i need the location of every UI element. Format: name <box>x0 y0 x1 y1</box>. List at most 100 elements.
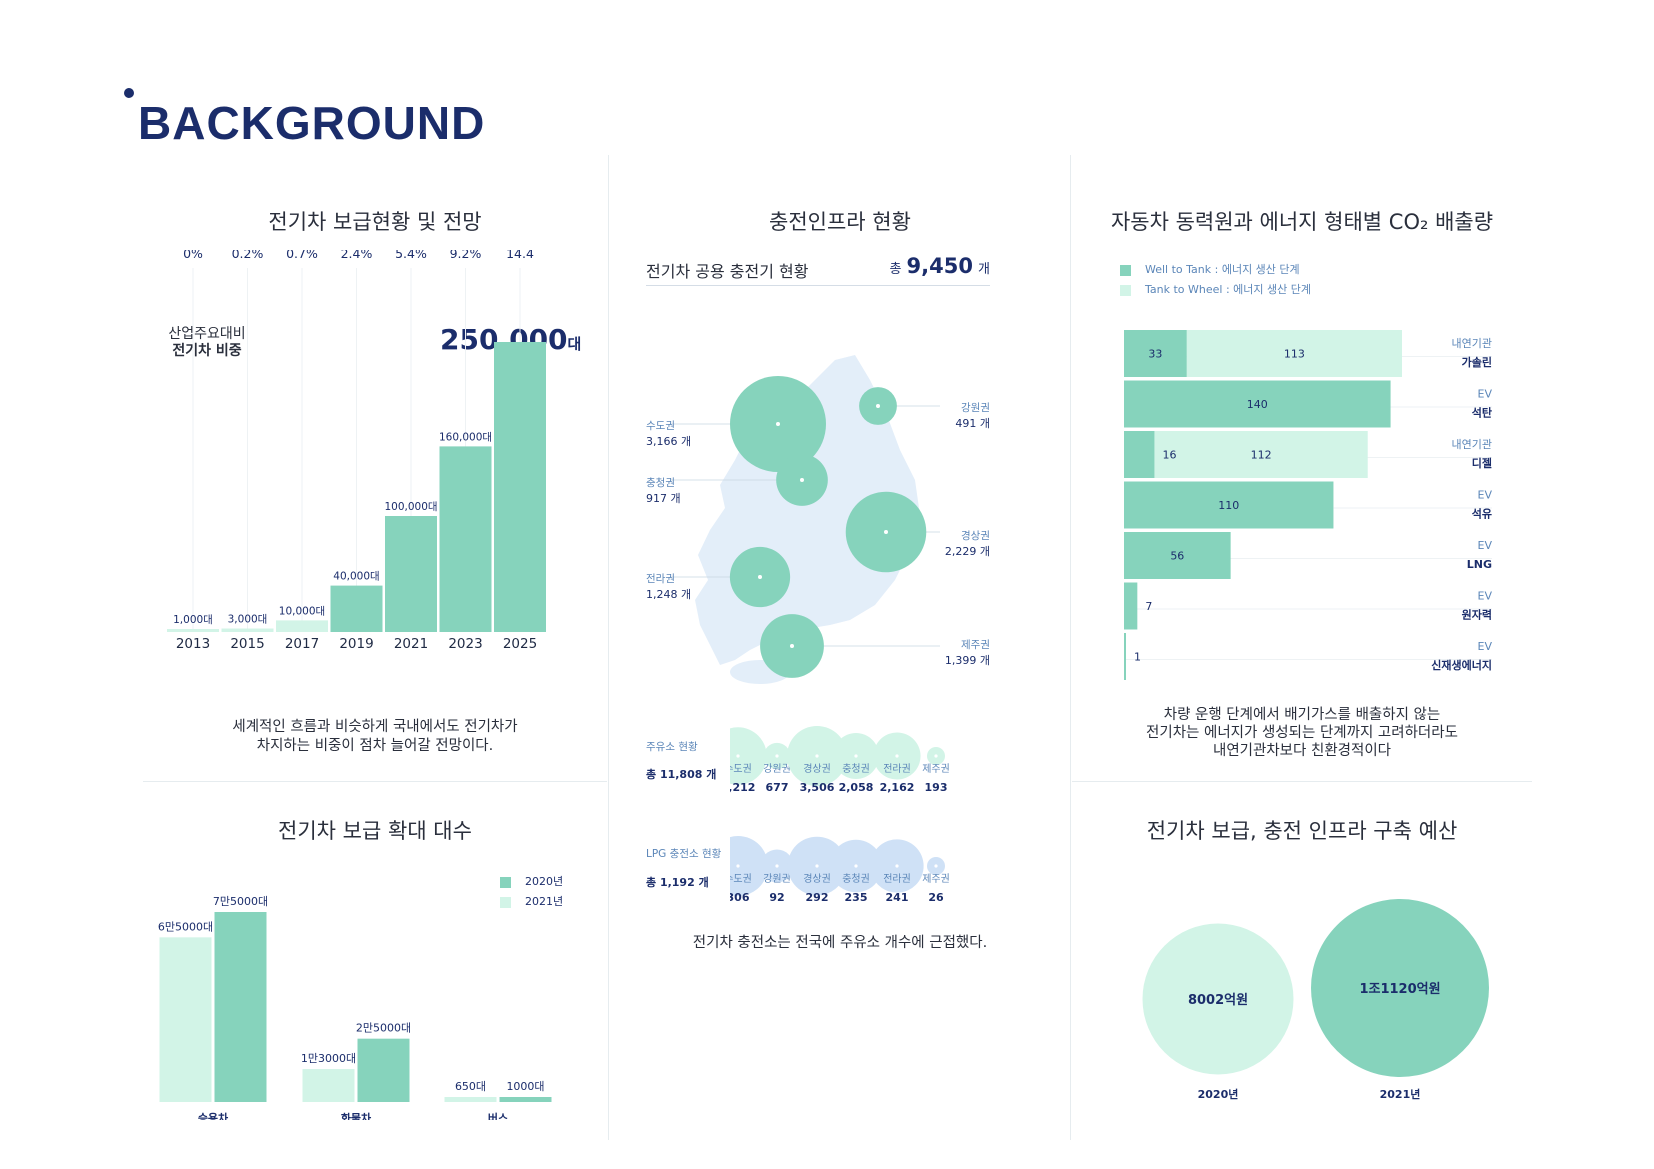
co2-fuel-label: 원자력 <box>1462 608 1492 622</box>
station-region-label: 제주권 <box>922 873 950 885</box>
share-label: 14.4 <box>506 250 534 261</box>
gas-label: 주유소 현황 <box>646 741 698 753</box>
co2-legend-swatch-wtt <box>1120 264 1131 276</box>
legend-swatch-2020 <box>500 876 511 888</box>
highlight-unit: 대 <box>567 335 582 353</box>
co2-bar-ttw-디젤 <box>1154 431 1368 478</box>
budget-bubble-2020년 <box>1142 923 1294 1075</box>
bar-2023 <box>439 446 492 632</box>
station-value-label: 26 <box>928 891 944 904</box>
co2-fuel-label: 석유 <box>1472 507 1492 521</box>
gas-stations-chart: 수도권 3,212 강원권 677 경상권 3,506 충청권 2,058 전라권 2,162 제주… <box>730 726 950 794</box>
map-label-gyeongsang: 경상권 2,229 개 <box>920 528 990 559</box>
co2-bar-wtt-디젤 <box>1124 431 1155 478</box>
co2-type-label: 내연기관 <box>1452 337 1492 350</box>
expansion-bar-승용차-2020년 <box>159 937 212 1102</box>
map-label-sudo: 수도권 3,166 개 <box>646 418 691 449</box>
co2-value-label: 140 <box>1247 398 1268 411</box>
co2-legend-label-wtt: Well to Tank : 에너지 생산 단계 <box>1145 263 1300 276</box>
expansion-bar-화물차-2020년 <box>302 1069 355 1102</box>
ev-outlook-note-line1: 세계적인 흐름과 비슷하게 국내에서도 전기차가 <box>232 719 518 735</box>
ev-outlook-chart: 0% 1,000대 2013 0.2% 3,000대 2015 0.7% 10,000대 201… <box>167 250 546 652</box>
share-label: 0.7% <box>286 250 318 261</box>
station-value-label: 292 <box>806 891 829 904</box>
year-label: 2017 <box>285 636 319 652</box>
bar-value-label: 40,000대 <box>333 571 379 583</box>
charging-title: 충전인프라 현황 <box>769 210 911 234</box>
bubble-center-dot <box>776 422 780 426</box>
station-value-label: 3,212 <box>730 781 755 794</box>
map-label-jeju: 제주권 1,399 개 <box>920 637 990 668</box>
lpg-label: LPG 충전소 현황 <box>646 848 722 860</box>
budget-year-label: 2020년 <box>1198 1087 1239 1101</box>
expansion-value-label: 7만5000대 <box>213 895 268 908</box>
co2-note-line3: 내연기관차보다 친환경적이다 <box>1212 743 1392 759</box>
share-label-line1: 산업주요대비 <box>168 326 246 342</box>
ev-expansion-legend: 2020년 2021년 <box>500 872 563 912</box>
station-value-label: 677 <box>766 781 789 794</box>
expansion-value-label: 650대 <box>455 1080 486 1093</box>
co2-value-label: 110 <box>1218 499 1239 512</box>
legend-label-2021: 2021년 <box>525 895 564 908</box>
share-label: 0.2% <box>232 250 264 261</box>
station-region-label: 충청권 <box>842 763 870 775</box>
expansion-category-label: 화물차 <box>341 1111 372 1120</box>
divider-panel1 <box>143 781 607 782</box>
expansion-bar-승용차-2021년 <box>214 912 267 1102</box>
bubble-center-dot <box>854 754 858 758</box>
map-label-sudo-name: 수도권 <box>646 420 675 432</box>
co2-note-line2: 전기차는 에너지가 생성되는 단계까지 고려하더라도 <box>1146 725 1458 741</box>
co2-value-label: 33 <box>1148 348 1162 361</box>
map-label-chungcheong-count: 917 개 <box>646 492 681 505</box>
map-label-gangwon-name: 강원권 <box>961 402 990 414</box>
expansion-bar-버스-2021년 <box>499 1097 552 1102</box>
share-label: 2.4% <box>341 250 373 261</box>
share-label: 0% <box>183 250 203 261</box>
co2-fuel-label: 신재생에너지 <box>1431 658 1492 672</box>
co2-fuel-label: 가솔린 <box>1462 355 1492 369</box>
bubble-center-dot <box>736 754 740 758</box>
expansion-category-label: 승용차 <box>198 1111 229 1120</box>
bar-2019 <box>330 585 383 632</box>
charger-subtitle-rule <box>646 285 990 286</box>
map-label-sudo-count: 3,166 개 <box>646 435 692 448</box>
station-region-label: 충청권 <box>842 873 870 885</box>
station-region-label: 수도권 <box>730 763 752 775</box>
map-label-jeju-count: 1,399 개 <box>944 654 990 667</box>
share-label: 산업주요대비 전기차 비중 <box>148 326 266 360</box>
co2-bar-wtt-석탄 <box>1124 380 1391 428</box>
bar-2021 <box>385 516 437 632</box>
map-label-chungcheong: 충청권 917 개 <box>646 475 681 506</box>
ev-outlook-note-line2: 차지하는 비중이 점차 늘어갈 전망이다. <box>256 738 494 754</box>
co2-type-label: EV <box>1478 388 1493 401</box>
co2-bar-ttw-가솔린 <box>1186 330 1402 377</box>
bubble-center-dot <box>895 754 899 758</box>
co2-type-label: EV <box>1478 640 1493 653</box>
bar-2017 <box>276 620 328 632</box>
expansion-bar-화물차-2021년 <box>357 1038 410 1102</box>
lpg-stations-chart: 수도권 306 강원권 92 경상권 292 충청권 235 전라권 241 제주권 26 <box>730 836 950 904</box>
station-region-label: 전라권 <box>883 763 911 775</box>
ev-outlook-title: 전기차 보급현황 및 전망 <box>268 210 482 234</box>
share-label-line2: 전기차 비중 <box>172 343 242 359</box>
expansion-value-label: 6만5000대 <box>158 920 213 933</box>
budget-value-label: 1조1120억원 <box>1359 982 1440 997</box>
ev-expansion-title: 전기차 보급 확대 대수 <box>278 819 472 843</box>
bar-2015 <box>221 628 274 632</box>
station-region-label: 강원권 <box>763 873 791 885</box>
co2-type-label: 내연기관 <box>1452 438 1492 451</box>
co2-value-label: 1 <box>1134 651 1141 664</box>
bar-value-label: 160,000대 <box>439 431 492 443</box>
budget-bubble-2021년 <box>1311 899 1489 1077</box>
co2-fuel-label: 석탄 <box>1472 406 1492 420</box>
station-value-label: 306 <box>730 891 750 904</box>
share-label: 5.4% <box>395 250 427 261</box>
co2-value-label: 7 <box>1145 600 1152 613</box>
station-bubble-수도권 <box>730 727 767 785</box>
page-title: BACKGROUND <box>138 97 486 149</box>
bubble-center-dot <box>895 864 899 868</box>
co2-legend-label-ttw: Tank to Wheel : 에너지 생산 단계 <box>1145 283 1311 296</box>
expansion-value-label: 1만3000대 <box>301 1052 356 1065</box>
charger-total-value: 9,450 <box>906 254 973 278</box>
expansion-category-label: 버스 <box>488 1111 508 1120</box>
